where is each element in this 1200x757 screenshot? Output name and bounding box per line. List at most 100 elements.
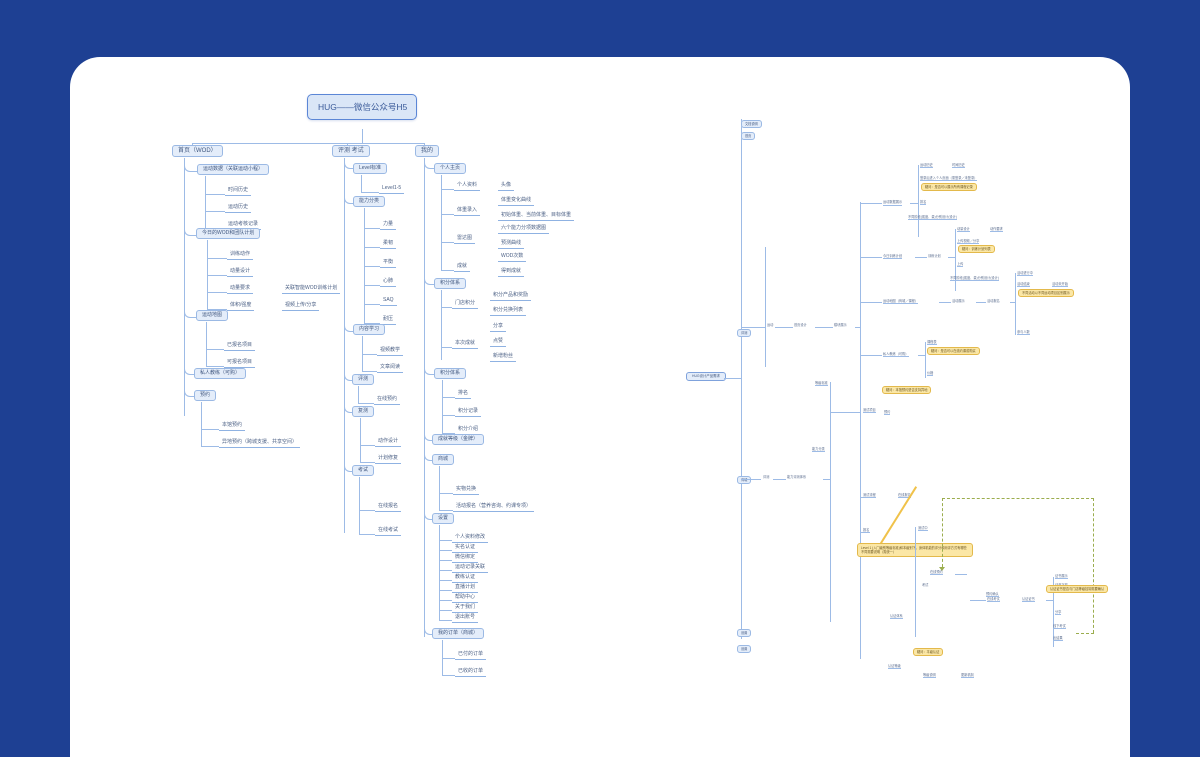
leaf-node[interactable]: 活动进行中 [1017,271,1033,276]
leaf-node[interactable]: 已报名项目 [224,342,256,351]
callout-note[interactable]: 疑问：平级认证 [913,648,944,657]
leaf-note[interactable]: 关联智能WOD训练计划 [282,285,341,294]
node-booking[interactable]: 预约 [194,390,217,401]
leaf-node[interactable]: 文章阅读 [377,364,404,373]
leaf-note[interactable]: 积分兑换列表 [490,307,527,316]
node-store[interactable]: 商城 [432,454,455,465]
node-achievement-level[interactable]: 成就等级（金牌） [432,434,485,445]
node-settings[interactable]: 设置 [432,513,455,524]
leaf-node[interactable]: 动量设计 [957,227,970,232]
leaf-node[interactable]: 能力分类 [812,447,825,452]
leaf-node[interactable]: 体重录入 [454,207,481,216]
leaf-node[interactable]: 认证体系 [890,614,903,619]
leaf-node[interactable]: 平衡 [380,259,397,268]
leaf-node[interactable]: 心肺 [380,278,397,287]
leaf-node[interactable]: 实物兑换 [453,486,480,495]
node-retest[interactable]: 复测 [352,406,375,417]
leaf-note[interactable]: 头像 [498,182,515,191]
leaf-node[interactable]: 教练认证 [452,574,479,583]
leaf-node[interactable]: 时间历史 [952,163,965,168]
node-personal-home[interactable]: 个人主页 [434,163,467,174]
leaf-node[interactable]: 耐压 [380,316,397,325]
leaf-note[interactable]: 初始体重、当前体重、目标体重 [498,212,575,221]
leaf-node[interactable]: 认证证书 [1022,597,1035,602]
leaf-node[interactable]: 不同阶段(强度、量)分别设计(设计) [908,215,957,220]
leaf-note[interactable]: 新增粉丝 [490,353,517,362]
leaf-node[interactable]: 活动报名（营养咨询、约课专项） [453,503,535,512]
node-my-orders[interactable]: 我的订单（商城） [432,628,485,639]
node-ability-category[interactable]: 能力分类 [353,196,386,207]
leaf-node[interactable]: 微信绑定 [452,554,479,563]
root-node-right[interactable]: HUG设计产品需求 [686,372,726,382]
leaf-node[interactable]: 运动记录关联 [452,564,489,573]
group-node[interactable]: 今日训练计划 [883,254,903,259]
callout-note[interactable]: 认证证书是否与门店等级挂钩需要确认 [1046,585,1109,594]
leaf-node[interactable]: 在线考试 [987,597,1000,602]
leaf-node[interactable]: 柔韧 [380,240,397,249]
callout-note[interactable]: 疑问：本馆预约是否支持异地 [882,386,932,395]
leaf-node[interactable]: 计划修复 [375,455,402,464]
leaf-node[interactable]: 活动结束 [1017,282,1030,287]
leaf-node[interactable]: 预约 [884,410,891,415]
node-content-learning[interactable]: 内容学习 [353,324,386,335]
leaf-node[interactable]: 参与人数 [1017,330,1030,335]
leaf-node[interactable]: 已收的订单 [455,668,487,677]
leaf-note[interactable]: 分享 [490,323,507,332]
branch-node-mine[interactable]: 我的 [415,145,440,157]
leaf-node[interactable]: 视频教学 [377,347,404,356]
group-node[interactable]: 私人教练（可购） [883,352,909,357]
leaf-node[interactable]: 个人资料 [454,182,481,191]
leaf-node[interactable]: 可报名项目 [224,359,256,368]
leaf-node[interactable]: Level1-5 [379,185,405,194]
leaf-note[interactable]: 积分产品和奖励 [490,292,532,301]
group-node[interactable]: 运动地图（商城／课程） [883,299,919,304]
leaf-node[interactable]: 分享 [1055,610,1062,615]
spine-node-eval[interactable]: 评测 [737,322,752,338]
leaf-note[interactable]: 视频上传/分享 [282,302,320,311]
leaf-node[interactable]: 成就 [454,263,471,272]
leaf-node[interactable]: 在线报名 [898,493,911,498]
spine-node-settings[interactable]: 设置 [737,622,752,638]
leaf-node[interactable]: 个人资料修改 [452,534,489,543]
callout-note[interactable]: 疑问：训练计划列表 [958,245,995,254]
spine-node-home[interactable]: 首页 [741,125,756,141]
branch-node-home[interactable]: 首页（WOD） [172,145,223,157]
leaf-node[interactable]: 上传 [957,262,964,267]
leaf-node[interactable]: 认证等级 [888,664,901,669]
leaf-node[interactable]: 测试项目 [863,408,876,413]
node-points-system[interactable]: 积分体系 [434,278,467,289]
spine-node-doc[interactable]: 文档说明 [741,113,762,129]
leaf-node[interactable]: 门店积分 [452,300,479,309]
leaf-note[interactable]: 点赞 [490,338,507,347]
leaf-node[interactable]: 等级标准 [815,381,828,386]
leaf-node[interactable]: 不同阶段(强度、量)分别设计(设计) [950,276,999,281]
leaf-node[interactable]: 本次成就 [452,340,479,349]
leaf-node[interactable]: 帮助中心 [452,594,479,603]
leaf-node[interactable]: 动量要求 [227,285,254,294]
leaf-note[interactable]: 六个能力分项数据图 [498,225,550,234]
leaf-node[interactable]: 积分记录 [455,408,482,417]
whiteboard-canvas[interactable]: HUG——微信公众号H5 首页（WOD） 运动数据（关联运动小程） [70,57,1130,757]
callout-note[interactable]: 疑问：是否可以在线约课或购买 [927,347,980,356]
leaf-note[interactable]: 得到成就 [498,268,525,277]
node-sport-data[interactable]: 运动数据（关联运动小程） [197,164,270,175]
leaf-node[interactable]: 在线报名 [375,503,402,512]
leaf-node[interactable]: 课程表 [927,340,937,345]
spine-node-store[interactable]: 商城 [737,469,752,485]
leaf-note[interactable]: WOD次数 [498,253,527,262]
callout-note[interactable]: 不同活动以不同运动项目区别展示 [1018,289,1074,298]
leaf-node[interactable]: 动作设计 [375,438,402,447]
group-node[interactable]: 运动数据展示 [883,200,903,206]
leaf-node[interactable]: 测试中 [918,526,928,531]
leaf-node[interactable]: 动量设计 [227,268,254,277]
leaf-node[interactable]: 等级说明 [923,673,936,678]
leaf-node[interactable]: 异地预约（跨城支援、共享空间） [219,439,301,448]
leaf-node[interactable]: 实名认证 [452,544,479,553]
leaf-node[interactable]: 更新机制 [961,673,974,678]
leaf-node[interactable]: 证书展示 [1055,574,1068,579]
leaf-node[interactable]: 运动历史 [225,204,252,213]
leaf-node[interactable]: 登录后进入个人页面（需登录／未登录） [920,176,978,181]
leaf-node[interactable]: 直播计划 [452,584,479,593]
leaf-node[interactable]: 在线考试 [375,527,402,536]
callout-note[interactable]: 疑问：是否可以展示所有课程记录 [921,183,977,192]
